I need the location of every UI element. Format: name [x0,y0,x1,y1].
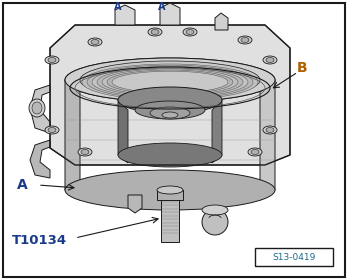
Ellipse shape [135,101,205,119]
Ellipse shape [251,150,259,155]
Polygon shape [65,80,80,200]
Ellipse shape [151,29,159,34]
Ellipse shape [263,126,277,134]
Polygon shape [30,85,50,133]
Ellipse shape [263,56,277,64]
Ellipse shape [48,127,56,132]
Bar [157,190,183,200]
Text: T10134: T10134 [12,234,67,246]
Ellipse shape [87,65,253,99]
Polygon shape [30,140,50,178]
Ellipse shape [45,126,59,134]
Polygon shape [215,13,228,30]
Text: A: A [114,2,122,12]
Ellipse shape [107,70,233,94]
Ellipse shape [88,38,102,46]
Text: S13-0419: S13-0419 [272,253,316,262]
Ellipse shape [202,205,228,215]
Text: B: B [297,61,307,75]
Ellipse shape [80,61,260,99]
Text: A: A [158,2,166,12]
Ellipse shape [118,87,222,113]
Ellipse shape [32,102,42,114]
Polygon shape [160,3,180,25]
Ellipse shape [238,36,252,44]
Ellipse shape [82,64,258,100]
Polygon shape [118,100,128,163]
Ellipse shape [266,57,274,62]
Ellipse shape [48,57,56,62]
Ellipse shape [29,99,45,117]
Ellipse shape [65,58,275,102]
Ellipse shape [162,112,178,118]
Ellipse shape [45,56,59,64]
Ellipse shape [102,69,238,95]
Text: A: A [17,178,27,192]
Ellipse shape [112,71,228,93]
Ellipse shape [78,148,92,156]
Polygon shape [212,100,222,163]
Polygon shape [50,25,290,165]
Ellipse shape [248,148,262,156]
Ellipse shape [157,186,183,194]
Ellipse shape [118,143,222,167]
Ellipse shape [65,170,275,210]
Ellipse shape [97,67,243,96]
Polygon shape [115,5,135,25]
Bar [255,248,333,266]
Ellipse shape [148,28,162,36]
Polygon shape [128,195,142,213]
Ellipse shape [266,127,274,132]
Ellipse shape [183,28,197,36]
Ellipse shape [81,150,89,155]
Ellipse shape [150,107,190,119]
Ellipse shape [65,58,275,102]
Ellipse shape [91,39,99,45]
Bar [161,197,179,242]
Ellipse shape [92,66,248,98]
Polygon shape [260,80,275,200]
Circle shape [202,209,228,235]
Ellipse shape [241,38,249,43]
Ellipse shape [186,29,194,34]
